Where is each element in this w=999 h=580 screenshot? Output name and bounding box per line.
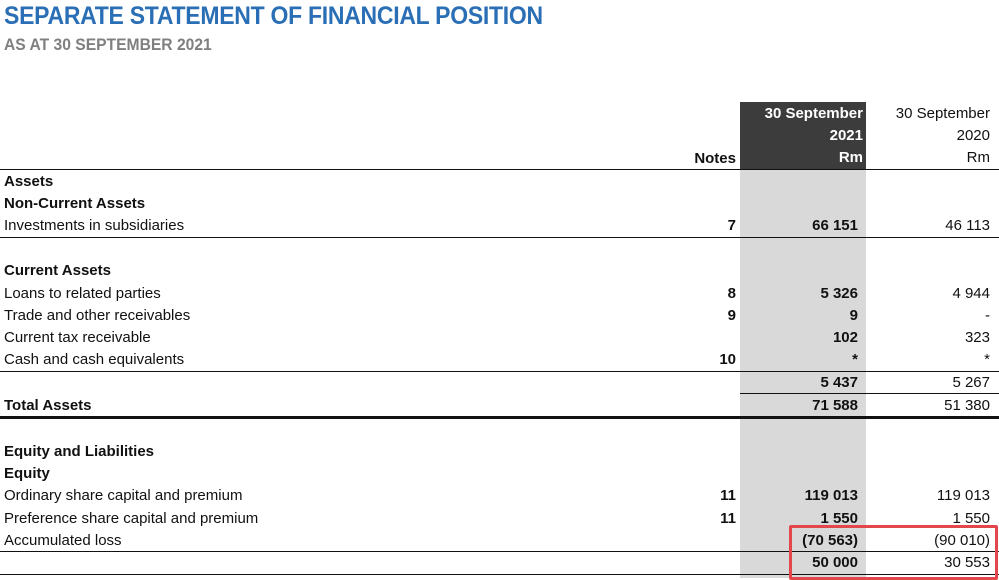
- current-year-header-line-2: 2021: [829, 127, 863, 144]
- current-year-column-header-band: [740, 102, 866, 170]
- row-previous-value: 30 553: [944, 554, 990, 571]
- row-non-current-assets: Non-Current Assets: [0, 193, 999, 215]
- row-label: Accumulated loss: [4, 532, 122, 549]
- row-current-value: (70 563): [802, 532, 858, 549]
- rule-non-current: [0, 237, 999, 238]
- row-label: Investments in subsidiaries: [4, 217, 185, 234]
- row-label: Trade and other receivables: [4, 307, 191, 324]
- row-previous-value: 1 550: [952, 510, 990, 527]
- previous-year-header: 30 September 2020 Rm: [896, 103, 990, 169]
- row-current-assets: Current Assets: [0, 260, 999, 282]
- row-note: 10: [719, 351, 736, 368]
- previous-year-header-line-1: 30 September: [895, 105, 990, 122]
- row-label: Equity: [4, 465, 50, 482]
- row-previous-value: 5 267: [952, 374, 990, 391]
- highlight-box: [789, 525, 998, 580]
- row-current-value: 66 151: [812, 217, 858, 234]
- header-rule: [0, 169, 999, 170]
- row-total-assets: Total Assets 71 588 51 380: [0, 395, 999, 417]
- row-note: 9: [727, 307, 736, 324]
- previous-year-header-line-2: 2020: [956, 127, 990, 144]
- row-current-value: 1 550: [820, 510, 858, 527]
- rule-current-assets: [0, 371, 999, 372]
- row-current-value: 9: [849, 307, 858, 324]
- row-current-subtotal: 5 437 5 267: [0, 372, 999, 394]
- rule-total-assets: [0, 416, 999, 419]
- notes-header: Notes: [694, 150, 736, 167]
- row-loans: Loans to related parties 8 5 326 4 944: [0, 283, 999, 305]
- row-trade-receivables: Trade and other receivables 9 9 -: [0, 305, 999, 327]
- row-note: 7: [727, 217, 736, 234]
- statement-title: SEPARATE STATEMENT OF FINANCIAL POSITION: [4, 2, 543, 30]
- rule-equity: [0, 551, 999, 552]
- row-accumulated-loss: Accumulated loss (70 563) (90 010): [0, 530, 999, 552]
- row-equity-total: 50 000 30 553: [0, 552, 999, 574]
- row-preference-share-capital: Preference share capital and premium 11 …: [0, 508, 999, 530]
- current-year-column-band: [740, 170, 866, 578]
- row-label: Assets: [4, 173, 54, 190]
- row-label: Equity and Liabilities: [4, 443, 155, 460]
- row-label: Current Assets: [4, 262, 111, 279]
- row-label: Non-Current Assets: [4, 195, 146, 212]
- row-ordinary-share-capital: Ordinary share capital and premium 11 11…: [0, 485, 999, 507]
- row-label: Loans to related parties: [4, 285, 161, 302]
- row-current-value: *: [852, 351, 858, 368]
- row-previous-value: *: [984, 351, 990, 368]
- rule-equity-total: [0, 574, 999, 575]
- row-note: 11: [720, 487, 736, 504]
- row-equity-liabilities: Equity and Liabilities: [0, 441, 999, 463]
- row-current-value: 119 013: [804, 487, 858, 504]
- previous-year-header-line-3: Rm: [966, 149, 990, 166]
- row-previous-value: 323: [964, 329, 990, 346]
- row-current-value: 5 326: [820, 285, 858, 302]
- row-investments: Investments in subsidiaries 7 66 151 46 …: [0, 215, 999, 237]
- current-year-header-line-3: Rm: [838, 149, 863, 166]
- row-label: Total Assets: [4, 397, 92, 414]
- row-note: 11: [720, 510, 736, 527]
- rule-subtotal: [740, 393, 999, 394]
- row-previous-value: -: [985, 307, 990, 324]
- statement-subtitle: AS AT 30 SEPTEMBER 2021: [4, 35, 212, 54]
- row-assets: Assets: [0, 171, 999, 193]
- row-cash: Cash and cash equivalents 10 * *: [0, 349, 999, 371]
- current-year-header: 30 September 2021 Rm: [765, 103, 863, 169]
- row-label: Current tax receivable: [4, 329, 151, 346]
- row-current-value: 50 000: [812, 554, 858, 571]
- row-tax-receivable: Current tax receivable 102 323: [0, 327, 999, 349]
- row-previous-value: 51 380: [944, 397, 990, 414]
- row-previous-value: 119 013: [936, 487, 990, 504]
- row-equity: Equity: [0, 463, 999, 485]
- row-current-value: 5 437: [820, 374, 858, 391]
- row-current-value: 102: [832, 329, 858, 346]
- row-current-value: 71 588: [812, 397, 858, 414]
- row-previous-value: 4 944: [952, 285, 990, 302]
- current-year-header-line-1: 30 September: [764, 105, 863, 122]
- row-previous-value: 46 113: [945, 217, 990, 234]
- row-label: Preference share capital and premium: [4, 510, 259, 527]
- row-label: Cash and cash equivalents: [4, 351, 185, 368]
- row-previous-value: (90 010): [934, 532, 990, 549]
- row-note: 8: [727, 285, 736, 302]
- row-label: Ordinary share capital and premium: [4, 487, 243, 504]
